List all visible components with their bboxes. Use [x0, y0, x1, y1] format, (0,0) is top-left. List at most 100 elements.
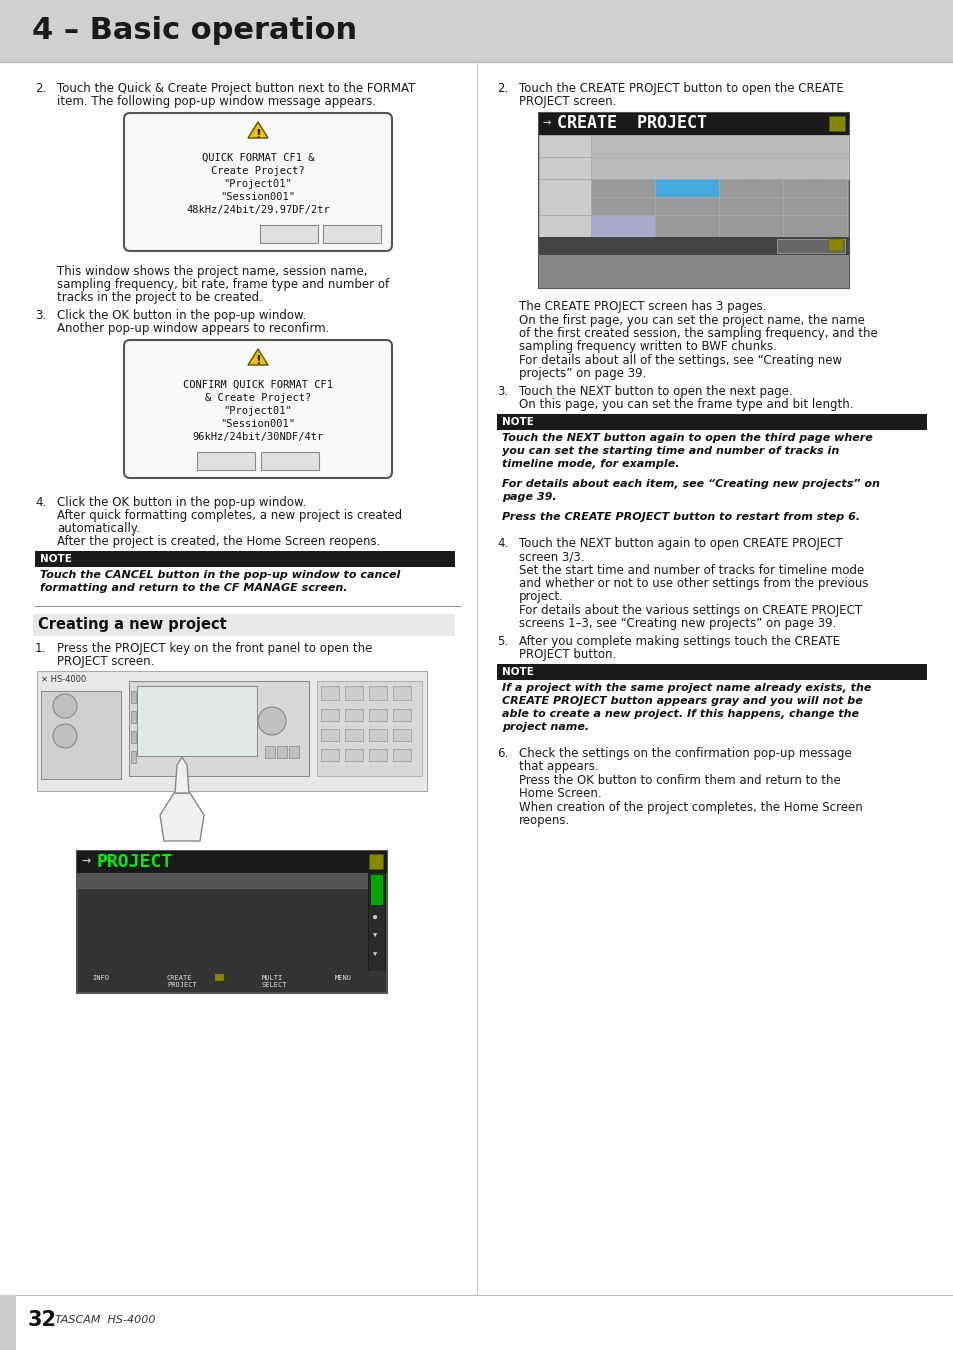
Text: ●: ● [373, 914, 376, 919]
Bar [131, 751, 136, 763]
Bar [33, 614, 455, 636]
Text: 48kHz/24bit/29.97DF/2tr: 48kHz/24bit/29.97DF/2tr [186, 205, 330, 215]
Bar [289, 747, 298, 757]
Bar [320, 749, 338, 761]
Text: Touch the CREATE PROJECT button to open the CREATE: Touch the CREATE PROJECT button to open … [518, 82, 842, 94]
Text: timeline mode, for example.: timeline mode, for example. [501, 459, 679, 468]
Text: NEXT: NEXT [682, 242, 704, 251]
Bar [78, 971, 386, 992]
Bar [782, 197, 846, 215]
Text: 4.: 4. [497, 537, 508, 549]
Bar [538, 135, 848, 288]
Bar [828, 116, 844, 131]
Bar [78, 873, 368, 890]
Bar [214, 973, 224, 981]
Bar [393, 709, 411, 721]
Text: "Session001": "Session001" [220, 418, 295, 429]
Bar [719, 197, 782, 215]
Polygon shape [248, 350, 268, 365]
Text: Click the OK button in the pop-up window.: Click the OK button in the pop-up window… [57, 309, 306, 323]
Bar [369, 873, 385, 971]
Bar [129, 680, 309, 776]
Bar [782, 215, 846, 238]
Text: and whether or not to use other settings from the previous: and whether or not to use other settings… [518, 576, 867, 590]
Bar [320, 729, 338, 741]
Text: →: → [82, 853, 91, 868]
Text: MULTI
SELECT: MULTI SELECT [262, 975, 287, 988]
Bar [538, 157, 590, 180]
Text: 3.: 3. [497, 385, 508, 398]
Bar [78, 873, 368, 971]
Text: 96k: 96k [679, 201, 693, 211]
Bar [538, 238, 848, 255]
Text: Session001: Session001 [595, 169, 648, 178]
Bar [538, 113, 848, 288]
Text: BWF
Chunk
Fs: BWF Chunk Fs [541, 217, 561, 238]
Text: After you complete making settings touch the CREATE: After you complete making settings touch… [518, 634, 840, 648]
Text: able to create a new project. If this happens, change the: able to create a new project. If this ha… [501, 709, 858, 720]
Bar [538, 113, 848, 135]
Text: Create Project?: Create Project? [211, 166, 305, 176]
Text: CREATE
PROJECT: CREATE PROJECT [167, 975, 196, 988]
Text: 5.: 5. [497, 634, 508, 648]
Text: [1/3]: [1/3] [603, 242, 628, 251]
Text: ▼: ▼ [373, 952, 376, 958]
Bar [316, 680, 421, 776]
Text: "Project01": "Project01" [223, 406, 292, 416]
Bar [131, 730, 136, 742]
Text: 1st Session: 1st Session [595, 159, 654, 167]
Text: 1.: 1. [35, 643, 46, 655]
Text: "Session001": "Session001" [220, 192, 295, 202]
Bar [538, 135, 590, 157]
Bar [371, 875, 382, 905]
Bar [320, 686, 338, 701]
Bar [196, 452, 254, 470]
Bar [0, 0, 953, 62]
Bar [345, 686, 363, 701]
Bar [137, 686, 256, 756]
Bar [369, 749, 387, 761]
Text: Fs: Fs [541, 186, 553, 196]
Bar [590, 180, 655, 197]
Text: Fs: Fs [207, 875, 216, 884]
Bar [41, 691, 121, 779]
Text: reopens.: reopens. [518, 814, 570, 828]
Text: Touch the NEXT button again to open the third page where: Touch the NEXT button again to open the … [501, 433, 872, 443]
FancyBboxPatch shape [124, 340, 392, 478]
Text: screen 3/3.: screen 3/3. [518, 549, 584, 563]
Text: After the project is created, the Home Screen reopens.: After the project is created, the Home S… [57, 535, 380, 548]
Text: Session
Name ...: Session Name ... [541, 161, 576, 173]
Text: PROJECT screen.: PROJECT screen. [518, 95, 616, 108]
Bar [276, 747, 287, 757]
Text: sampling frequency written to BWF chunks.: sampling frequency written to BWF chunks… [518, 340, 776, 352]
Text: 2.: 2. [497, 82, 508, 94]
Text: NUM: NUM [177, 875, 190, 882]
Text: Touch the NEXT button again to open CREATE PROJECT: Touch the NEXT button again to open CREA… [518, 537, 841, 549]
Text: 44.1k: 44.1k [611, 184, 634, 193]
Text: you can set the starting time and number of tracks in: you can set the starting time and number… [501, 446, 839, 456]
Bar [77, 850, 387, 873]
Text: NOTE: NOTE [501, 667, 534, 676]
Bar [369, 686, 387, 701]
Bar [345, 709, 363, 721]
Text: tracks in the project to be created.: tracks in the project to be created. [57, 292, 263, 304]
Circle shape [53, 724, 77, 748]
Text: Click the OK button in the pop-up window.: Click the OK button in the pop-up window… [57, 495, 306, 509]
Text: of the first created session, the sampling frequency, and the: of the first created session, the sampli… [518, 327, 877, 340]
Text: 48k
-0.1%: 48k -0.1% [739, 178, 761, 197]
Text: CANCEL: CANCEL [271, 230, 306, 239]
Bar [77, 850, 387, 994]
Text: On this page, you can set the frame type and bit length.: On this page, you can set the frame type… [518, 398, 853, 410]
Bar [345, 729, 363, 741]
Text: 96kHz/24bit/30NDF/4tr: 96kHz/24bit/30NDF/4tr [193, 432, 323, 441]
Text: ETOTAL PROJECTS: 01 SESSION: ETOTAL PROJECTS: 01 SESSION [80, 882, 181, 887]
Text: Touch the CANCEL button in the pop-up window to cancel: Touch the CANCEL button in the pop-up wi… [40, 570, 400, 580]
Text: Another pop-up window appears to reconfirm.: Another pop-up window appears to reconfi… [57, 323, 329, 335]
Bar [655, 215, 719, 238]
Text: On the first page, you can set the project name, the name: On the first page, you can set the proje… [518, 315, 864, 327]
Text: TASCAM  HS-4000: TASCAM HS-4000 [55, 1315, 155, 1324]
Bar [393, 729, 411, 741]
Bar [261, 452, 318, 470]
Text: ▲: ▲ [373, 876, 376, 882]
Text: PROJECT button.: PROJECT button. [518, 648, 616, 662]
